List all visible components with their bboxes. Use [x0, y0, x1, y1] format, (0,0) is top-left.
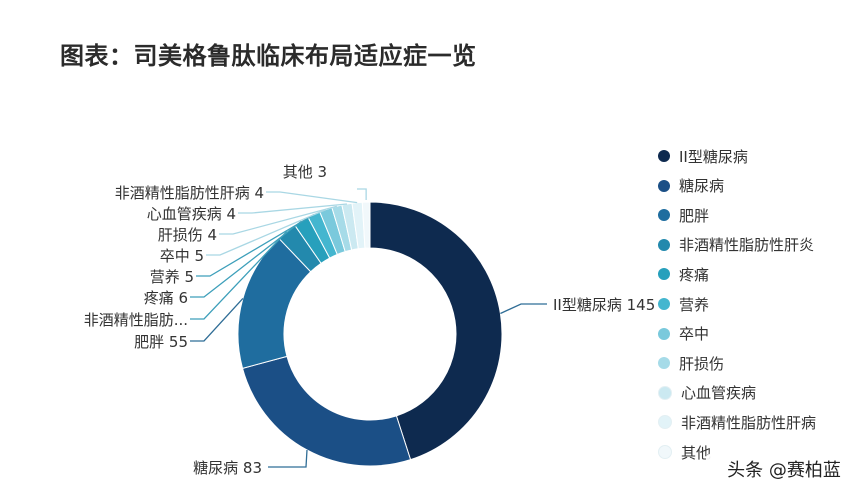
legend-swatch	[658, 238, 670, 251]
donut-slice-1	[369, 201, 503, 461]
data-label-10: 非酒精性脂肪性肝病 4	[115, 184, 264, 202]
legend-swatch	[658, 268, 670, 281]
data-label-7: 卒中 5	[160, 247, 204, 265]
legend-swatch	[658, 385, 672, 400]
legend-item: 非酒精性脂肪性肝炎	[658, 233, 814, 257]
legend-label: II型糖尿病	[679, 147, 748, 166]
legend-swatch	[658, 150, 670, 162]
legend-item: 卒中	[658, 322, 709, 346]
data-label-8: 肝损伤 4	[158, 226, 217, 244]
data-label-5: 疼痛 6	[144, 289, 188, 307]
legend-label: 营养	[679, 295, 710, 314]
leader-line-9	[238, 203, 347, 214]
legend-swatch	[658, 179, 670, 192]
leader-line-7	[206, 209, 327, 256]
legend-swatch	[658, 209, 670, 222]
legend-item: II型糖尿病	[658, 144, 748, 168]
legend-item: 非酒精性脂肪性肝病	[658, 410, 816, 434]
legend-label: 非酒精性脂肪性肝炎	[679, 236, 815, 255]
legend-item: 肥胖	[658, 203, 709, 227]
leader-line-2	[268, 449, 308, 468]
legend-item: 营养	[658, 292, 709, 316]
data-label-4: 非酒精性脂肪...	[84, 311, 188, 329]
data-label-6: 营养 5	[150, 268, 194, 286]
legend-item: 糖尿病	[658, 174, 724, 198]
leader-line-1	[500, 303, 547, 315]
leader-line-4	[190, 231, 288, 320]
watermark: 头条 @赛柏蓝	[706, 454, 862, 488]
data-label-1: II型糖尿病 145	[553, 296, 655, 314]
chart-title: 图表：司美格鲁肽临床布局适应症一览	[60, 42, 477, 70]
data-label-3: 肥胖 55	[134, 333, 188, 351]
legend-label: 疼痛	[679, 265, 710, 284]
data-label-9: 心血管疾病 4	[147, 205, 236, 223]
leader-line-11	[357, 188, 367, 201]
leader-line-6	[196, 213, 315, 277]
legend-label: 其他	[681, 443, 712, 462]
legend-swatch	[658, 327, 670, 340]
legend-item: 心血管疾病	[658, 381, 756, 405]
data-label-2: 糖尿病 83	[193, 459, 262, 477]
legend-item: 其他	[658, 440, 711, 464]
legend-label: 肥胖	[679, 206, 710, 225]
legend-swatch	[658, 445, 672, 459]
legend-label: 非酒精性脂肪性肝病	[681, 413, 817, 432]
leader-line-3	[190, 297, 244, 342]
legend-label: 肝损伤	[679, 354, 725, 373]
leader-line-10	[266, 191, 358, 204]
legend-swatch	[658, 298, 670, 310]
data-label-11: 其他 3	[283, 163, 327, 181]
legend-label: 卒中	[679, 325, 710, 344]
legend-item: 疼痛	[658, 262, 709, 286]
donut-slice-2	[241, 355, 412, 467]
legend-swatch	[658, 415, 672, 430]
legend-label: 糖尿病	[679, 177, 725, 196]
donut-slice-11	[361, 201, 371, 249]
leader-line-8	[219, 205, 338, 235]
legend-item: 肝损伤	[658, 351, 724, 375]
legend-label: 心血管疾病	[681, 384, 757, 403]
leader-line-5	[190, 220, 302, 298]
legend-swatch	[658, 357, 670, 370]
